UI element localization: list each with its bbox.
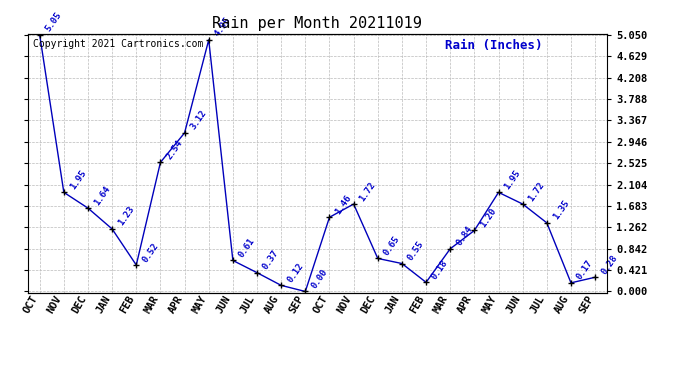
Text: 4.95: 4.95 bbox=[213, 16, 233, 39]
Text: 0.28: 0.28 bbox=[600, 253, 619, 276]
Text: 0.12: 0.12 bbox=[286, 261, 305, 284]
Text: 0.65: 0.65 bbox=[382, 234, 402, 257]
Text: Copyright 2021 Cartronics.com: Copyright 2021 Cartronics.com bbox=[33, 39, 204, 49]
Text: 2.54: 2.54 bbox=[165, 138, 184, 161]
Text: 0.61: 0.61 bbox=[237, 236, 257, 259]
Text: 0.17: 0.17 bbox=[575, 259, 595, 282]
Text: Rain (Inches): Rain (Inches) bbox=[445, 39, 542, 52]
Text: 0.37: 0.37 bbox=[262, 249, 281, 271]
Text: 3.12: 3.12 bbox=[189, 109, 208, 132]
Text: 0.18: 0.18 bbox=[431, 258, 450, 281]
Title: Rain per Month 20211019: Rain per Month 20211019 bbox=[213, 16, 422, 31]
Text: 1.72: 1.72 bbox=[527, 180, 546, 203]
Text: 1.35: 1.35 bbox=[551, 199, 571, 222]
Text: 1.64: 1.64 bbox=[92, 184, 112, 207]
Text: 5.05: 5.05 bbox=[44, 10, 63, 33]
Text: 1.72: 1.72 bbox=[358, 180, 377, 203]
Text: 1.95: 1.95 bbox=[503, 168, 522, 191]
Text: 0.55: 0.55 bbox=[406, 239, 426, 262]
Text: 1.20: 1.20 bbox=[479, 206, 498, 229]
Text: 0.00: 0.00 bbox=[310, 267, 329, 290]
Text: 0.52: 0.52 bbox=[141, 241, 160, 264]
Text: 0.84: 0.84 bbox=[455, 225, 474, 248]
Text: 1.23: 1.23 bbox=[117, 205, 136, 228]
Text: 1.95: 1.95 bbox=[68, 168, 88, 191]
Text: 1.46: 1.46 bbox=[334, 193, 353, 216]
